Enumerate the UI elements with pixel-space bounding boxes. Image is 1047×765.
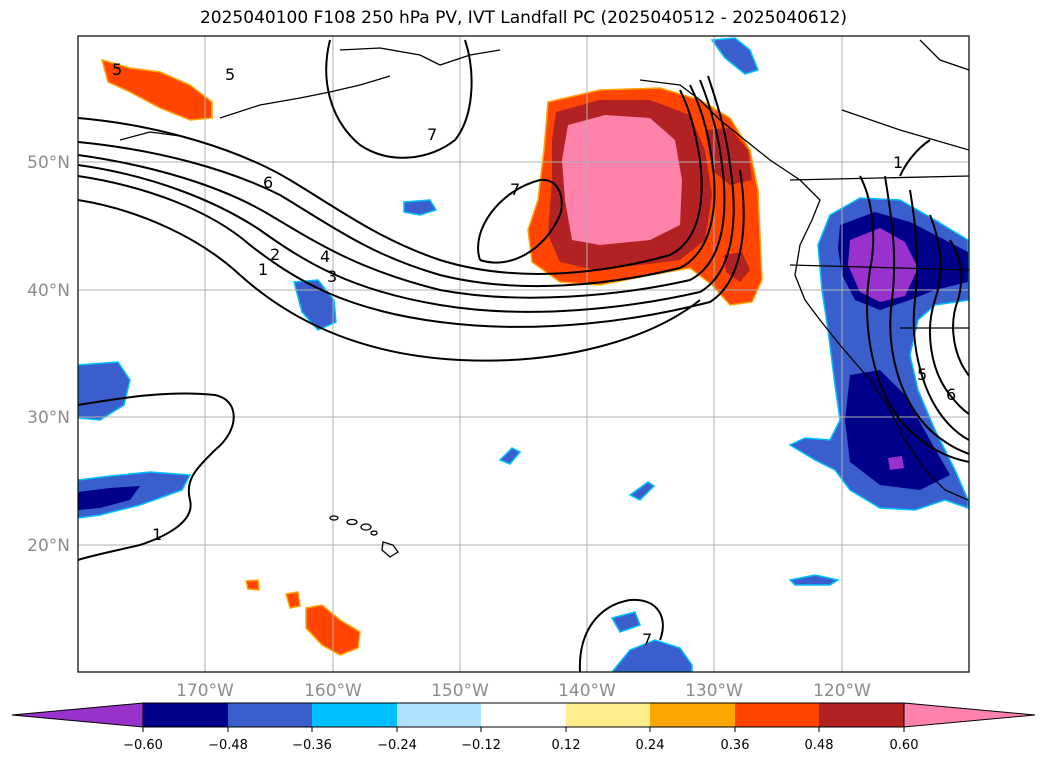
negative-anomaly-purple <box>848 228 918 302</box>
lon-label: 160°W <box>304 681 362 701</box>
negative-anomaly-north <box>710 37 759 75</box>
colorbar-tick: 0.36 <box>721 738 750 753</box>
colorbar-tick: −0.12 <box>461 738 501 753</box>
ivt-contours <box>78 39 969 672</box>
contour-label: 5 <box>112 60 122 79</box>
colorbar-extend-right <box>903 702 1036 728</box>
colorbar-segment <box>650 703 735 727</box>
negative-anomaly-small-2 <box>498 447 522 465</box>
colorbar-segment <box>566 703 650 727</box>
colorbar-tick: −0.48 <box>208 738 248 753</box>
lat-label: 50°N <box>27 153 70 173</box>
contour-label: 4 <box>320 247 330 266</box>
map-title: 2025040100 F108 250 hPa PV, IVT Landfall… <box>199 8 847 28</box>
colorbar-segment <box>228 703 312 727</box>
contour-label: 3 <box>327 267 337 286</box>
positive-anomaly-south-2 <box>285 591 301 609</box>
colorbar-tick: 0.48 <box>805 738 834 753</box>
positive-anomaly-small <box>724 252 750 282</box>
colorbar-tick: −0.60 <box>123 738 163 753</box>
colorbar-segment <box>143 703 228 727</box>
negative-anomaly-purple-small <box>888 456 904 470</box>
negative-anomaly-bottom <box>611 639 693 672</box>
gridlines <box>78 36 969 672</box>
negative-anomaly-dark-south <box>845 370 950 490</box>
negative-anomaly-subtropical <box>78 471 192 519</box>
colorbar: −0.60 −0.48 −0.36 −0.24 −0.12 0.12 0.24 … <box>11 702 1036 753</box>
lat-label: 20°N <box>27 536 70 556</box>
lon-label: 130°W <box>685 681 743 701</box>
negative-anomaly-small-1 <box>403 199 438 216</box>
contour-labels: 5 5 7 6 2 4 3 1 7 1 1 5 6 7 <box>112 60 956 649</box>
colorbar-tick: 0.12 <box>552 738 581 753</box>
colorbar-segment <box>819 703 904 727</box>
colorbar-segment <box>397 703 481 727</box>
negative-anomaly-west <box>78 361 131 421</box>
hawaiian-islands <box>329 515 399 558</box>
lat-label: 30°N <box>27 408 70 428</box>
negative-anomaly-subtropical-core <box>78 486 140 510</box>
coastlines <box>119 39 969 501</box>
negative-anomaly-small-3 <box>628 481 656 501</box>
positive-anomaly-south-3 <box>245 579 260 591</box>
contour-label: 1 <box>152 525 162 544</box>
longitude-labels: 170°W 160°W 150°W 140°W 130°W 120°W <box>176 681 871 701</box>
latitude-labels: 50°N 40°N 30°N 20°N <box>27 153 70 556</box>
contour-label: 2 <box>270 245 280 264</box>
colorbar-tick: −0.24 <box>377 738 417 753</box>
colorbar-segment <box>312 703 397 727</box>
colorbar-tick: 0.24 <box>636 738 665 753</box>
contour-label: 1 <box>893 153 903 172</box>
contour-label: 7 <box>510 180 520 199</box>
positive-anomaly-peak <box>562 115 682 245</box>
colorbar-tick: 0.60 <box>890 738 919 753</box>
lon-label: 120°W <box>813 681 871 701</box>
negative-anomaly-small-4 <box>788 574 840 586</box>
map-frame <box>77 35 970 673</box>
contour-label: 5 <box>917 365 927 384</box>
contour-label: 7 <box>642 630 652 649</box>
contour-label: 7 <box>427 125 437 144</box>
lon-label: 140°W <box>558 681 616 701</box>
map-area: 5 5 7 6 2 4 3 1 7 1 1 5 6 7 <box>78 36 969 672</box>
lon-label: 150°W <box>431 681 489 701</box>
negative-anomaly-small-5 <box>610 611 641 633</box>
contour-label: 6 <box>946 385 956 404</box>
colorbar-segment <box>481 703 566 727</box>
contour-label: 5 <box>225 65 235 84</box>
contour-label: 1 <box>258 260 268 279</box>
colorbar-tick: −0.36 <box>292 738 332 753</box>
colorbar-segment <box>735 703 819 727</box>
lon-label: 170°W <box>176 681 234 701</box>
contour-label: 6 <box>263 173 273 192</box>
positive-anomaly-aleutian <box>100 58 213 121</box>
colorbar-extend-left <box>11 702 144 728</box>
lat-label: 40°N <box>27 281 70 301</box>
